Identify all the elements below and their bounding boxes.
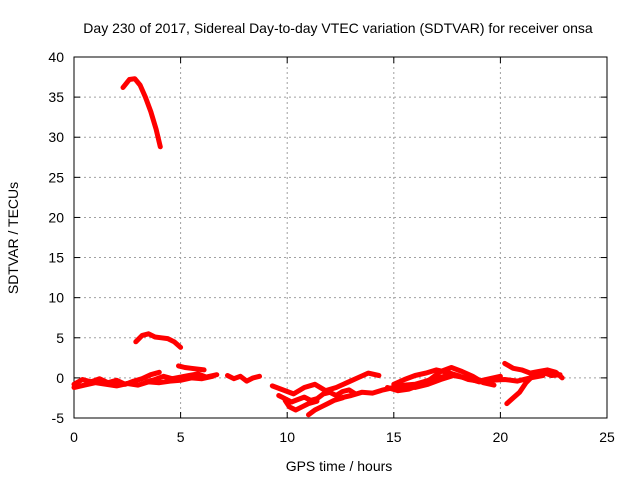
series-line-arc-high	[120, 76, 163, 150]
x-tick-label: 15	[386, 429, 402, 445]
series-line-arc-mid	[133, 331, 184, 350]
series-line-arc-a	[71, 369, 162, 387]
series-line-arc-h	[282, 397, 320, 413]
y-tick-label: 25	[48, 169, 64, 185]
x-tick-label: 10	[279, 429, 295, 445]
y-tick-label: 10	[48, 290, 64, 306]
y-tick-label: 0	[56, 370, 64, 386]
y-tick-label: 35	[48, 89, 64, 105]
series-layer	[71, 76, 565, 418]
x-tick-label: 25	[599, 429, 615, 445]
x-tick-label: 20	[493, 429, 509, 445]
series-line-arc-i	[306, 395, 346, 418]
axis-ticks: 0 5 10 15 20 25 -5 0 5 10 15 20 25 30 35 40	[48, 49, 615, 445]
y-tick-label: 40	[48, 49, 64, 65]
y-tick-label: 15	[48, 250, 64, 266]
series-line-arc-o	[502, 360, 565, 381]
series-line-arc-c	[144, 371, 220, 385]
series-line-arc-f	[269, 370, 382, 397]
series-line-arc-m	[412, 373, 546, 390]
y-tick-label: 20	[48, 209, 64, 225]
y-axis-title: SDTVAR / TECUs	[5, 182, 21, 294]
series-line-arc-n	[504, 370, 563, 407]
y-tick-label: 5	[56, 330, 64, 346]
series-line-arc-b	[71, 373, 216, 390]
series-line-arc-e	[225, 373, 262, 384]
y-tick-label: 30	[48, 129, 64, 145]
x-tick-label: 5	[177, 429, 185, 445]
chart-title: Day 230 of 2017, Sidereal Day-to-day VTE…	[83, 20, 593, 36]
plot-frame	[73, 56, 608, 419]
x-axis-title: GPS time / hours	[286, 458, 393, 474]
series-line-arc-d	[176, 363, 207, 373]
y-tick-label: -5	[52, 410, 65, 426]
x-tick-label: 0	[70, 429, 78, 445]
grid-lines	[74, 57, 607, 418]
